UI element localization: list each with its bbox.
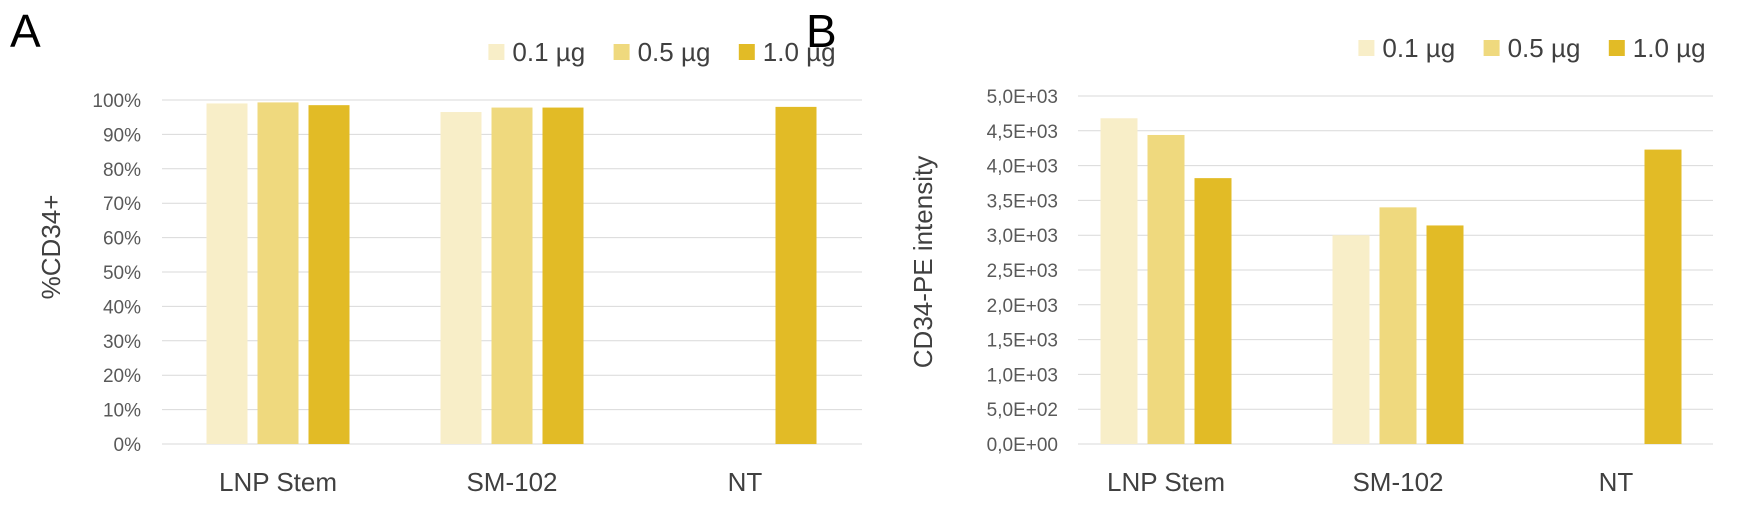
b-ytick-label: 2,5E+03 [987, 261, 1058, 282]
a-legend-label: 0.1 µg [512, 37, 585, 67]
a-ytick-label: 0% [114, 435, 142, 456]
b-ytick-label: 4,5E+03 [987, 122, 1058, 143]
b-legend-label: 0.5 µg [1508, 33, 1581, 63]
b-ylabel: CD34-PE intensity [908, 156, 938, 368]
b-ytick-label: 4,0E+03 [987, 157, 1058, 178]
a-ytick-label: 90% [103, 125, 141, 146]
b-ytick-label: 0,0E+00 [987, 435, 1058, 456]
a-category-label: NT [728, 467, 763, 497]
a-bar [542, 107, 584, 445]
a-category-label: LNP Stem [219, 467, 337, 497]
b-legend-swatch [1483, 40, 1500, 56]
a-legend-swatch [488, 44, 505, 60]
a-legend-swatch [738, 44, 755, 60]
a-ytick-label: 10% [103, 401, 141, 422]
b-legend-swatch [1358, 40, 1375, 56]
a-ytick-label: 30% [103, 332, 141, 353]
b-bar [1644, 149, 1682, 445]
b-ytick-label: 1,0E+03 [987, 365, 1058, 386]
b-legend-label: 0.1 µg [1382, 33, 1455, 63]
b-ytick-label: 2,0E+03 [987, 296, 1058, 317]
a-bar [257, 102, 299, 445]
b-category-label: SM-102 [1352, 467, 1443, 497]
a-ylabel: %CD34+ [36, 195, 66, 300]
a-legend-swatch [613, 44, 630, 60]
b-bar [1194, 178, 1232, 445]
panel-label-a: A [10, 5, 41, 57]
a-bar [491, 107, 533, 445]
a-bar [206, 103, 248, 444]
b-legend-swatch [1608, 40, 1625, 56]
b-bar [1379, 207, 1417, 444]
b-ytick-label: 5,0E+03 [987, 87, 1058, 108]
a-ytick-label: 20% [103, 366, 141, 387]
a-ytick-label: 80% [103, 160, 141, 181]
a-category-label: SM-102 [466, 467, 557, 497]
a-bar [440, 112, 482, 444]
b-bar [1147, 134, 1185, 444]
a-ytick-label: 40% [103, 297, 141, 318]
b-category-label: NT [1599, 467, 1634, 497]
b-ytick-label: 3,0E+03 [987, 226, 1058, 247]
a-ytick-label: 60% [103, 229, 141, 250]
panel-label-b: B [806, 5, 837, 57]
b-ytick-label: 1,5E+03 [987, 331, 1058, 352]
b-ytick-label: 3,5E+03 [987, 191, 1058, 212]
b-bar [1100, 118, 1138, 444]
a-bar [308, 105, 350, 444]
a-legend-label: 1.0 µg [763, 37, 836, 67]
a-ytick-label: 50% [103, 263, 141, 284]
a-bar [775, 106, 817, 444]
b-bar [1332, 235, 1370, 444]
a-legend-label: 0.5 µg [638, 37, 711, 67]
b-bar [1426, 225, 1464, 444]
b-category-label: LNP Stem [1107, 467, 1225, 497]
b-legend-label: 1.0 µg [1633, 33, 1706, 63]
a-ytick-label: 70% [103, 194, 141, 215]
a-ytick-label: 100% [92, 91, 141, 112]
b-ytick-label: 5,0E+02 [987, 400, 1058, 421]
